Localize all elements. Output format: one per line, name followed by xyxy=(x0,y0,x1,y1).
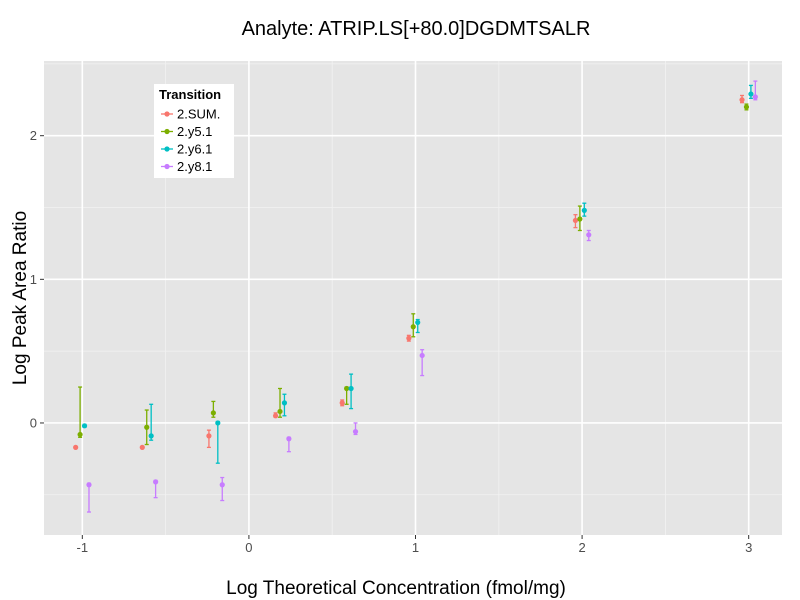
legend-key-point xyxy=(164,163,170,170)
data-point xyxy=(339,400,345,406)
y-tick-label: 2 xyxy=(30,128,37,143)
series-2.y5.1 xyxy=(77,103,750,446)
data-point xyxy=(419,352,425,359)
legend-key-point xyxy=(164,128,170,135)
legend-item: 2.y8.1 xyxy=(161,159,212,174)
legend-label: 2.y8.1 xyxy=(177,159,212,174)
x-tick-label: 1 xyxy=(412,540,419,555)
series-2.y6.1 xyxy=(81,84,754,464)
data-point xyxy=(352,428,359,435)
data-point xyxy=(586,232,592,238)
data-point xyxy=(219,482,225,488)
data-point xyxy=(581,207,587,213)
legend-title: Transition xyxy=(159,87,221,102)
y-tick-label: 0 xyxy=(30,415,37,430)
x-axis-title: Log Theoretical Concentration (fmol/mg) xyxy=(226,578,566,599)
data-point xyxy=(277,408,283,415)
data-point xyxy=(148,433,154,439)
legend-label: 2.SUM. xyxy=(177,107,220,122)
data-point xyxy=(344,385,350,392)
x-tick-label: -1 xyxy=(77,540,89,555)
data-point xyxy=(281,400,288,406)
legend-item: 2.y5.1 xyxy=(161,124,212,139)
data-point xyxy=(739,97,745,103)
legend-item: 2.SUM. xyxy=(161,107,220,122)
data-point xyxy=(406,335,412,341)
data-point xyxy=(272,413,279,419)
data-point xyxy=(144,424,150,430)
legend-item: 2.y6.1 xyxy=(161,142,212,157)
legend-label: 2.y6.1 xyxy=(177,142,212,157)
data-point xyxy=(81,423,88,429)
data-point xyxy=(410,324,416,330)
legend: Transition 2.SUM. 2.y5.1 2.y6.1 2.y8.1 xyxy=(154,84,234,178)
legend-key-point xyxy=(164,146,170,152)
legend-label: 2.y5.1 xyxy=(177,124,212,139)
data-point xyxy=(286,436,292,442)
data-point xyxy=(415,319,421,326)
data-point xyxy=(206,433,212,439)
data-point xyxy=(752,94,758,100)
data-point xyxy=(86,482,92,488)
data-point xyxy=(73,444,79,450)
y-axis-title: Log Peak Area Ratio xyxy=(10,211,31,385)
legend-key-point xyxy=(164,111,170,117)
data-point xyxy=(215,420,221,426)
series-2.y8.1 xyxy=(86,80,758,513)
series-2.SUM. xyxy=(73,94,745,450)
data-point xyxy=(572,217,579,224)
chart-title: Analyte: ATRIP.LS[+80.0]DGDMTSALR xyxy=(242,18,591,40)
data-point xyxy=(743,104,750,110)
x-tick-label: 3 xyxy=(745,540,752,555)
data-point xyxy=(153,479,159,485)
data-point xyxy=(210,410,216,416)
axis-ticks: -1 0 1 2 3 0 1 2 xyxy=(30,128,753,555)
data-point xyxy=(139,444,145,450)
data-point xyxy=(577,216,583,222)
data-point xyxy=(348,385,354,392)
x-tick-label: 0 xyxy=(245,540,252,555)
data-point xyxy=(77,431,83,438)
data-point xyxy=(748,91,754,97)
data-marks xyxy=(73,80,758,513)
x-tick-label: 2 xyxy=(578,540,585,555)
y-tick-label: 1 xyxy=(30,272,37,287)
